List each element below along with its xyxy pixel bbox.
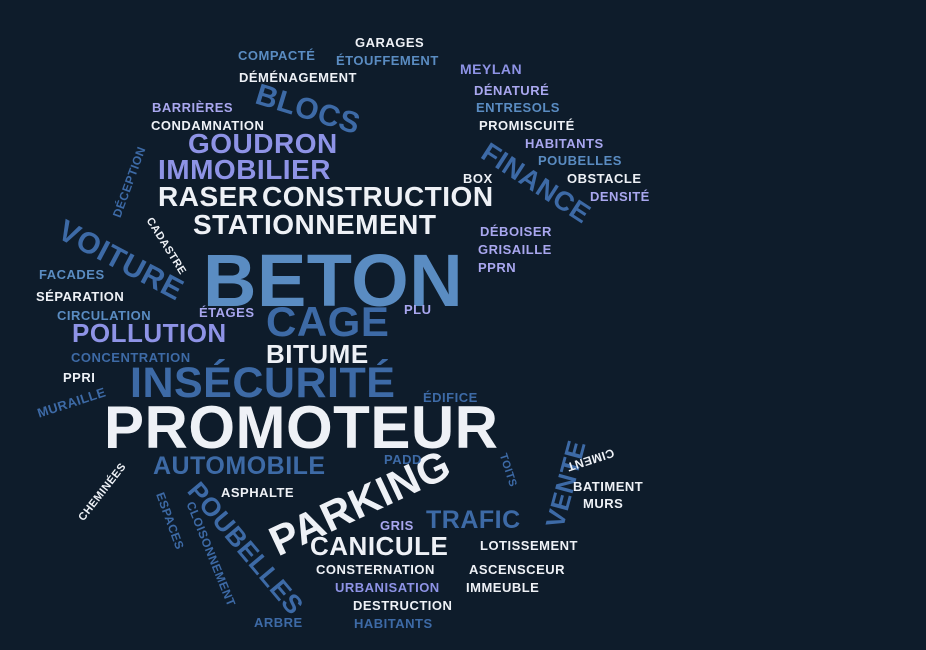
word-grisaille: GRISAILLE	[478, 242, 552, 257]
word-edifice: ÉDIFICE	[423, 390, 478, 405]
word-arbre: ARBRE	[254, 615, 303, 630]
word-promoteur: PROMOTEUR	[104, 394, 499, 461]
word-ascensceur: ASCENSCEUR	[469, 562, 566, 577]
word-etages: ÉTAGES	[199, 305, 255, 320]
word-box: BOX	[463, 171, 493, 186]
word-lotissement: LOTISSEMENT	[480, 538, 578, 553]
word-denature: DÉNATURÉ	[474, 83, 550, 98]
word-immobilier: IMMOBILIER	[158, 154, 331, 185]
word-ppri: PPRI	[63, 370, 96, 385]
word-insecurite: INSÉCURITÉ	[130, 359, 396, 407]
word-consternation: CONSTERNATION	[316, 562, 435, 577]
word-separation: SÉPARATION	[36, 289, 125, 304]
word-pollution: POLLUTION	[72, 318, 227, 348]
word-etouffement: ÉTOUFFEMENT	[336, 53, 439, 68]
word-stationnement: STATIONNEMENT	[193, 209, 437, 240]
word-destruction: DESTRUCTION	[353, 598, 453, 613]
word-batiment: BATIMENT	[573, 479, 644, 494]
word-cheminees: CHEMINÉES	[76, 460, 129, 524]
word-habitants-bottom: HABITANTS	[354, 616, 433, 631]
word-entresols: ENTRESOLS	[476, 100, 560, 115]
word-urbanisation: URBANISATION	[335, 580, 440, 595]
word-obstacle: OBSTACLE	[567, 171, 642, 186]
word-circulation: CIRCULATION	[57, 308, 152, 323]
word-compacte: COMPACTÉ	[238, 48, 316, 63]
word-gris: GRIS	[380, 518, 414, 533]
word-cage: CAGE	[266, 298, 390, 345]
word-toits: TOITS	[496, 451, 519, 489]
word-facades: FACADES	[39, 267, 105, 282]
word-pprn: PPRN	[478, 260, 517, 275]
word-goudron: GOUDRON	[188, 128, 338, 159]
word-raser: RASER	[158, 181, 259, 212]
word-habitants-top: HABITANTS	[525, 136, 604, 151]
word-murs: MURS	[583, 496, 624, 511]
word-densite: DENSITÉ	[590, 189, 650, 204]
word-bitume: BITUME	[266, 339, 369, 369]
word-demenagement: DÉMÉNAGEMENT	[239, 70, 357, 85]
word-poubelles-small: POUBELLES	[538, 153, 622, 168]
word-espaces: ESPACES	[153, 490, 187, 552]
word-meylan: MEYLAN	[460, 61, 523, 77]
word-padd: PADD	[384, 452, 422, 467]
word-construction: CONSTRUCTION	[262, 181, 494, 212]
word-garages: GARAGES	[355, 35, 425, 50]
word-canicule: CANICULE	[310, 531, 449, 561]
word-deception: DÉCEPTION	[109, 144, 149, 220]
word-asphalte: ASPHALTE	[221, 485, 295, 500]
word-plu: PLU	[404, 302, 432, 317]
word-immeuble: IMMEUBLE	[466, 580, 540, 595]
word-barrieres: BARRIÈRES	[152, 100, 234, 115]
word-muraille: MURAILLE	[35, 384, 108, 421]
word-trafic: TRAFIC	[426, 506, 521, 534]
word-beton: BETON	[203, 239, 464, 322]
word-promiscuite: PROMISCUITÉ	[479, 118, 575, 133]
word-concentration: CONCENTRATION	[71, 350, 191, 365]
word-condamnation: CONDAMNATION	[151, 118, 265, 133]
word-automobile: AUTOMOBILE	[153, 452, 326, 480]
word-deboiser: DÉBOISER	[480, 224, 552, 239]
